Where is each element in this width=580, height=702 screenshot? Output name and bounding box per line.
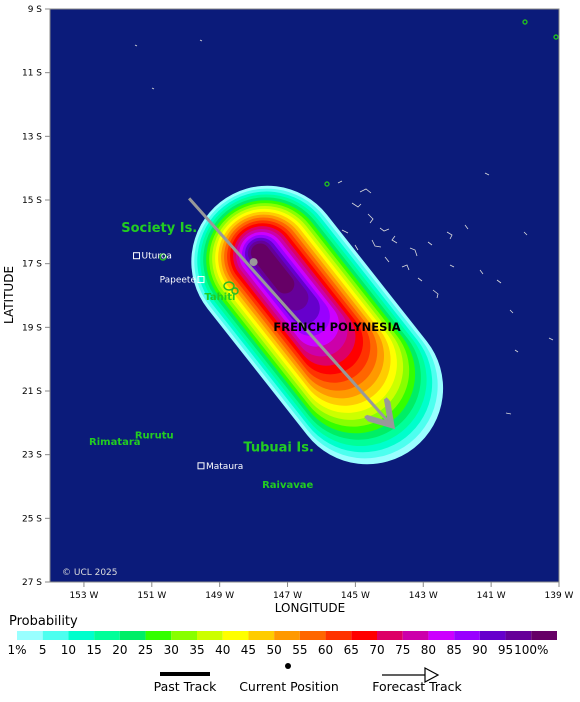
forecast-track-line <box>188 197 389 422</box>
islands <box>134 39 554 415</box>
legend-bin-label: 100% <box>514 643 548 657</box>
legend-swatch <box>119 631 146 640</box>
legend-swatch <box>171 631 197 640</box>
legend-swatch <box>17 631 43 640</box>
legend-bin-label: 80 <box>421 643 436 657</box>
legend-bin-label: 60 <box>318 643 333 657</box>
legend-bin-label: 95 <box>498 643 513 657</box>
legend-bin-label: 10 <box>61 643 76 657</box>
x-tick-label: 153 W <box>69 591 98 601</box>
island-group-label: Society Is. <box>121 221 197 236</box>
copyright: © UCL 2025 <box>62 568 118 578</box>
legend-bin-label: 20 <box>112 643 127 657</box>
y-tick-label: 19 S <box>22 323 42 333</box>
y-tick-label: 17 S <box>22 260 42 270</box>
legend-bin-label: 55 <box>292 643 307 657</box>
legend-bin-label: 85 <box>447 643 462 657</box>
place-marker <box>197 462 205 470</box>
legend-bin-label: 35 <box>189 643 204 657</box>
x-tick-label: 147 W <box>273 591 302 601</box>
y-tick-label: 13 S <box>22 132 42 142</box>
legend-bin-label: 5 <box>39 643 47 657</box>
place-label: Mataura <box>206 462 243 472</box>
legend-swatch <box>479 631 506 640</box>
legend-bin-label: 40 <box>215 643 230 657</box>
legend-swatch <box>197 631 223 640</box>
legend-swatch <box>145 631 172 640</box>
legend-swatch <box>351 631 377 640</box>
legend-title: Probability <box>9 614 78 629</box>
x-tick-label: 141 W <box>477 591 506 601</box>
island-group-label: Tubuai Is. <box>243 440 314 455</box>
place-label: Raivavae <box>262 480 313 491</box>
y-axis-label: LATITUDE <box>2 266 16 324</box>
legend-swatch <box>94 631 120 640</box>
x-axis: 153 W 151 W 149 W 147 W 145 W 143 W 141 W 139 W <box>69 582 574 601</box>
y-tick-label: 15 S <box>22 196 42 206</box>
y-tick-label: 11 S <box>22 69 42 79</box>
track-key: Past Track Current Position Forecast Tra… <box>154 663 463 694</box>
land-masses <box>159 19 559 295</box>
legend-swatch <box>299 631 326 640</box>
legend-swatch <box>248 631 275 640</box>
legend-bin-label: 70 <box>369 643 384 657</box>
x-tick-label: 151 W <box>137 591 166 601</box>
x-axis-label: LONGITUDE <box>275 601 345 615</box>
probability-legend: 1% 5 10 15 20 25 30 35 40 45 50 55 60 65 70 75 80 85 90 95 1… <box>7 631 557 657</box>
current-position-label: Current Position <box>239 679 339 694</box>
x-tick-label: 145 W <box>341 591 370 601</box>
past-track-label: Past Track <box>154 679 217 694</box>
legend-bin-label: 65 <box>344 643 359 657</box>
legend-swatch <box>222 631 249 640</box>
probability-swath <box>191 185 444 465</box>
y-tick-label: 23 S <box>22 451 42 461</box>
x-tick-label: 149 W <box>205 591 234 601</box>
swath-band <box>250 243 295 294</box>
place-label: Tahiti <box>204 292 235 303</box>
place-marker <box>197 276 205 284</box>
legend-bin-label: 1% <box>7 643 26 657</box>
place-label: Uturoa <box>142 252 172 262</box>
current-position-symbol <box>285 663 291 669</box>
current-position-marker <box>249 258 258 267</box>
x-tick-label: 139 W <box>545 591 574 601</box>
legend-bin-label: 45 <box>241 643 256 657</box>
legend-swatch <box>505 631 532 640</box>
place-label: Rurutu <box>135 431 174 442</box>
y-tick-label: 21 S <box>22 387 42 397</box>
y-tick-label: 27 S <box>22 578 42 588</box>
region-label: FRENCH POLYNESIA <box>273 320 400 334</box>
legend-swatch <box>68 631 95 640</box>
y-tick-label: 9 S <box>28 5 43 15</box>
y-axis: 9 S 11 S 13 S 15 S 17 S 19 S 21 S 23 S 25 S 27 S <box>22 5 50 588</box>
legend-bin-label: 15 <box>87 643 102 657</box>
legend-swatch <box>274 631 300 640</box>
legend-bin-label: 90 <box>472 643 487 657</box>
probability-map: 153 W 151 W 149 W 147 W 145 W 143 W 141 W 139 W… <box>2 5 574 615</box>
legend-bin-label: 50 <box>267 643 282 657</box>
legend-swatch <box>531 631 557 640</box>
legend-bin-label: 75 <box>395 643 410 657</box>
legend-swatch <box>42 631 69 640</box>
legend-swatch <box>428 631 455 640</box>
place-label: Rimatara <box>89 437 141 448</box>
legend-swatch <box>454 631 480 640</box>
legend-swatch <box>402 631 429 640</box>
legend-bin-label: 25 <box>138 643 153 657</box>
forecast-track-label: Forecast Track <box>372 679 462 694</box>
legend-swatch <box>325 631 352 640</box>
legend-swatch <box>377 631 403 640</box>
x-tick-label: 143 W <box>409 591 438 601</box>
plot-frame <box>49 8 560 583</box>
legend-bin-label: 30 <box>164 643 179 657</box>
place-label: Papeete <box>160 276 197 286</box>
y-tick-label: 25 S <box>22 514 42 524</box>
forecast-arrow-icon <box>424 666 440 684</box>
place-marker <box>133 252 141 260</box>
